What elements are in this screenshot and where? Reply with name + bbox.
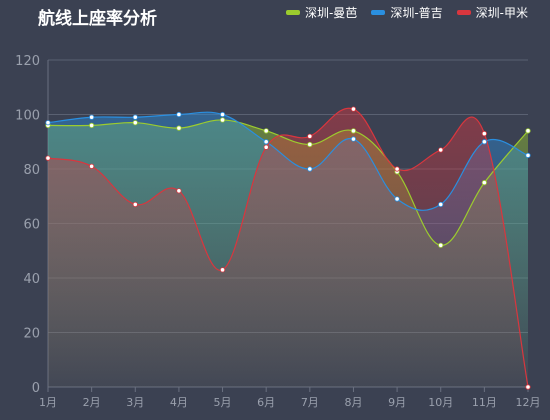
point-shenzhen-krabi[interactable] — [525, 384, 531, 390]
point-shenzhen-phuket[interactable] — [45, 120, 51, 126]
point-shenzhen-krabi[interactable] — [394, 166, 400, 172]
x-tick-label: 2月 — [83, 396, 101, 409]
point-shenzhen-manba[interactable] — [525, 128, 531, 134]
x-tick-label: 3月 — [126, 396, 144, 409]
point-shenzhen-phuket[interactable] — [350, 136, 357, 142]
x-tick-label: 12月 — [516, 396, 541, 409]
point-shenzhen-krabi[interactable] — [219, 267, 226, 273]
legend-swatch-shenzhen-manba — [285, 10, 300, 15]
point-shenzhen-manba[interactable] — [132, 120, 138, 126]
point-shenzhen-phuket[interactable] — [481, 139, 487, 145]
x-tick-label: 10月 — [428, 396, 453, 409]
point-shenzhen-phuket[interactable] — [525, 152, 531, 158]
point-shenzhen-manba[interactable] — [438, 242, 444, 248]
area-shenzhen-krabi — [48, 108, 528, 388]
series-areas — [48, 108, 528, 388]
point-shenzhen-manba[interactable] — [307, 141, 313, 148]
point-shenzhen-manba[interactable] — [89, 122, 95, 129]
legend-swatch-shenzhen-krabi — [456, 10, 471, 15]
point-shenzhen-phuket[interactable] — [394, 196, 400, 202]
y-tick-label: 60 — [23, 218, 40, 233]
point-shenzhen-phuket[interactable] — [263, 139, 269, 145]
y-axis: 0 20 40 60 80 100 120 — [15, 54, 49, 396]
point-shenzhen-krabi[interactable] — [438, 147, 444, 153]
legend-label-shenzhen-manba: 深圳-曼芭 — [304, 6, 358, 20]
y-tick-label: 40 — [23, 272, 40, 287]
legend-item-shenzhen-phuket[interactable]: 深圳-普吉 — [371, 4, 443, 21]
legend-swatch-shenzhen-phuket — [371, 10, 386, 15]
point-shenzhen-phuket[interactable] — [132, 114, 138, 120]
legend-item-shenzhen-manba[interactable]: 深圳-曼芭 — [285, 4, 358, 21]
series-points — [45, 106, 531, 390]
y-tick-label: 80 — [23, 163, 40, 178]
legend: 深圳-曼芭 深圳-普吉 深圳-甲米 — [285, 4, 528, 21]
legend-label-shenzhen-phuket: 深圳-普吉 — [390, 6, 443, 20]
x-tick-label: 9月 — [388, 396, 406, 409]
legend-label-shenzhen-krabi: 深圳-甲米 — [475, 6, 528, 20]
point-shenzhen-phuket[interactable] — [89, 114, 95, 120]
line-shenzhen-krabi[interactable] — [47, 107, 529, 388]
chart-title: 航线上座率分析 — [38, 9, 157, 29]
point-shenzhen-manba[interactable] — [176, 125, 182, 131]
x-tick-label: 1月 — [39, 396, 57, 409]
point-shenzhen-phuket[interactable] — [307, 166, 313, 172]
point-shenzhen-krabi[interactable] — [45, 155, 51, 161]
x-tick-label: 6月 — [257, 396, 275, 409]
point-shenzhen-phuket[interactable] — [219, 111, 226, 118]
point-shenzhen-krabi[interactable] — [350, 106, 357, 112]
legend-item-shenzhen-krabi[interactable]: 深圳-甲米 — [456, 4, 528, 21]
y-tick-label: 0 — [32, 381, 40, 396]
x-axis: 1月 2月 3月 4月 5月 6月 7月 8月 9月 10月 11月 12月 — [39, 386, 541, 409]
point-shenzhen-phuket[interactable] — [438, 201, 444, 208]
x-tick-label: 4月 — [170, 396, 188, 409]
x-tick-label: 5月 — [214, 396, 232, 409]
point-shenzhen-krabi[interactable] — [176, 188, 182, 194]
point-shenzhen-phuket[interactable] — [176, 111, 182, 118]
y-tick-label: 120 — [15, 54, 40, 69]
point-shenzhen-manba[interactable] — [481, 180, 487, 186]
point-shenzhen-krabi[interactable] — [307, 133, 313, 139]
point-shenzhen-krabi[interactable] — [481, 130, 487, 137]
x-tick-label: 11月 — [472, 396, 497, 409]
point-shenzhen-manba[interactable] — [350, 128, 357, 134]
x-tick-label: 8月 — [344, 396, 362, 409]
point-shenzhen-krabi[interactable] — [263, 144, 269, 150]
point-shenzhen-manba[interactable] — [219, 117, 226, 123]
x-tick-label: 7月 — [301, 396, 319, 409]
y-tick-label: 20 — [23, 327, 40, 342]
y-tick-label: 100 — [15, 109, 40, 124]
point-shenzhen-manba[interactable] — [263, 128, 269, 134]
point-shenzhen-krabi[interactable] — [132, 201, 138, 208]
point-shenzhen-krabi[interactable] — [89, 163, 95, 169]
